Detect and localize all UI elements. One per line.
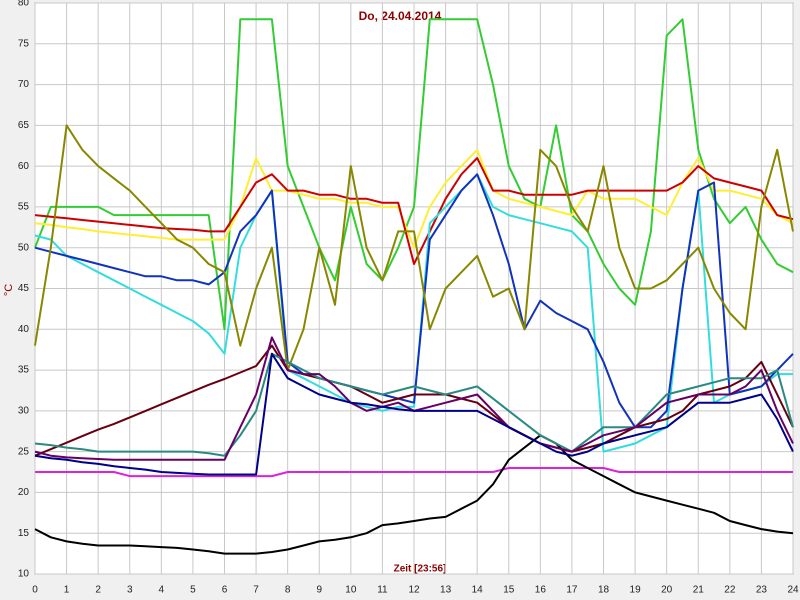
x-tick-label: 9 <box>316 585 322 596</box>
y-tick-label: 20 <box>18 487 30 498</box>
data-line <box>34 18 794 331</box>
y-tick-label: 15 <box>18 528 30 539</box>
x-tick-label: 7 <box>253 585 259 596</box>
x-tick-label: 23 <box>756 585 768 596</box>
data-line <box>34 434 794 555</box>
x-tick-label: 17 <box>566 585 578 596</box>
data-line <box>34 173 794 429</box>
data-line <box>34 148 794 249</box>
x-tick-label: 22 <box>724 585 736 596</box>
y-tick-label: 65 <box>18 120 30 131</box>
x-tick-label: 19 <box>630 585 642 596</box>
x-tick-label: 14 <box>472 585 484 596</box>
x-tick-label: 10 <box>345 585 357 596</box>
x-tick-label: 12 <box>408 585 420 596</box>
y-tick-label: 55 <box>18 202 30 213</box>
x-tick-label: 8 <box>285 585 291 596</box>
x-axis-label: Zeit [23:56] <box>394 564 447 575</box>
x-tick-label: 0 <box>32 585 38 596</box>
data-line <box>34 124 794 372</box>
y-tick-label: 70 <box>18 79 30 90</box>
y-axis-label: °C <box>3 284 15 296</box>
x-tick-label: 5 <box>190 585 196 596</box>
y-tick-label: 25 <box>18 446 30 457</box>
y-tick-label: 10 <box>18 569 30 580</box>
x-tick-label: 2 <box>95 585 101 596</box>
y-tick-label: 35 <box>18 365 30 376</box>
y-tick-label: 80 <box>18 0 30 9</box>
x-tick-label: 18 <box>598 585 610 596</box>
x-tick-label: 11 <box>377 585 388 596</box>
x-tick-label: 15 <box>503 585 515 596</box>
x-tick-label: 3 <box>127 585 133 596</box>
x-tick-label: 4 <box>159 585 165 596</box>
x-tick-label: 21 <box>693 585 705 596</box>
y-tick-label: 45 <box>18 283 30 294</box>
y-tick-label: 75 <box>18 38 30 49</box>
x-tick-label: 13 <box>440 585 452 596</box>
x-tick-label: 6 <box>222 585 228 596</box>
y-tick-label: 50 <box>18 242 30 253</box>
data-line <box>34 344 794 457</box>
data-line <box>34 157 794 265</box>
x-tick-label: 16 <box>535 585 547 596</box>
chart-title: Do, 24.04.2014 <box>359 9 442 23</box>
y-tick-label: 30 <box>18 405 30 416</box>
data-line <box>34 352 794 457</box>
x-tick-label: 24 <box>787 585 799 596</box>
x-tick-label: 20 <box>661 585 673 596</box>
data-line <box>34 352 794 476</box>
y-tick-label: 60 <box>18 161 30 172</box>
y-tick-label: 40 <box>18 324 30 335</box>
x-tick-label: 1 <box>64 585 70 596</box>
data-line <box>35 467 793 478</box>
